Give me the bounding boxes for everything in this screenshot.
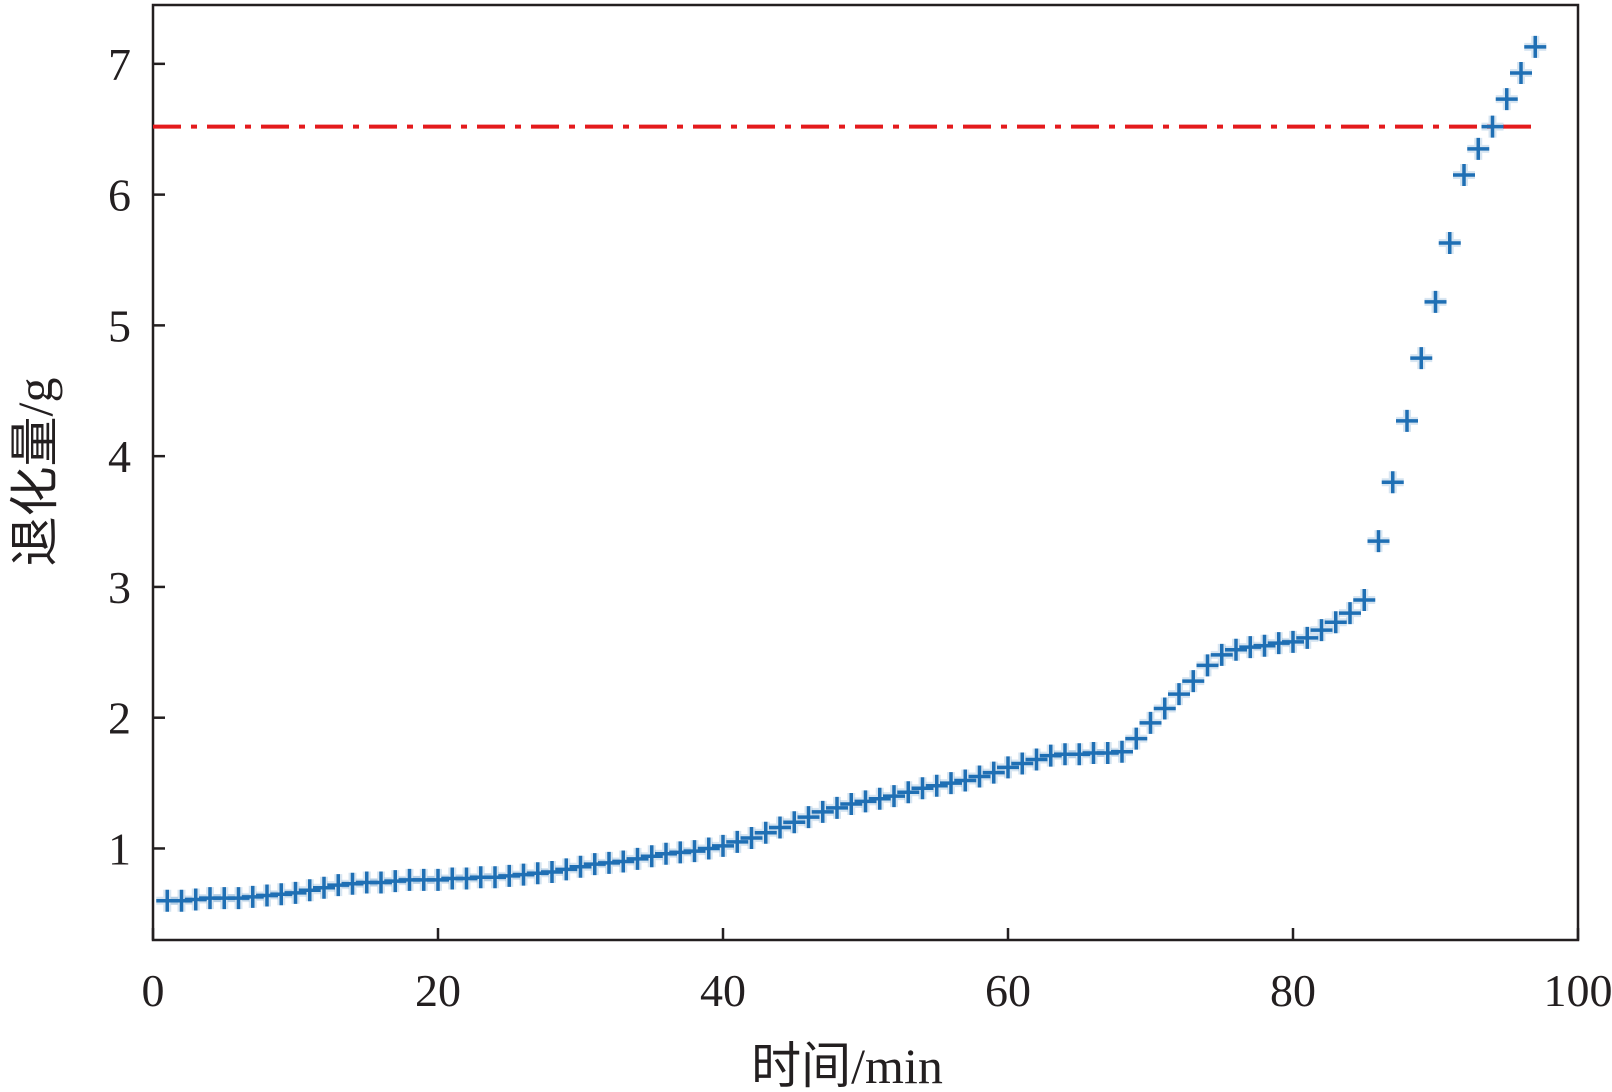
data-point — [1367, 530, 1390, 553]
x-tick-label: 0 — [142, 965, 165, 1016]
data-point — [569, 855, 592, 878]
data-point — [640, 845, 663, 868]
y-axis-title: 退化量/g — [7, 378, 63, 567]
data-point — [1210, 643, 1233, 666]
data-point — [911, 777, 934, 800]
data-point — [1524, 35, 1547, 58]
x-tick-label: 100 — [1544, 965, 1612, 1016]
data-point — [997, 756, 1019, 779]
data-point — [712, 834, 734, 857]
data-point — [954, 769, 977, 792]
data-point — [925, 774, 948, 797]
data-point — [1339, 602, 1361, 625]
data-point — [1253, 634, 1276, 657]
data-point — [1424, 290, 1447, 313]
data-point — [1182, 670, 1205, 693]
data-point — [1467, 137, 1490, 160]
data-point — [1111, 740, 1133, 763]
data-point — [313, 876, 335, 899]
data-point — [612, 850, 635, 873]
data-point — [754, 821, 777, 844]
data-point — [982, 761, 1005, 784]
data-point — [683, 840, 706, 863]
data-point — [298, 879, 321, 902]
data-point — [697, 837, 720, 860]
y-tick-label: 7 — [108, 39, 131, 90]
data-point — [1196, 654, 1219, 677]
data-point — [1510, 62, 1532, 84]
data-point — [797, 806, 820, 829]
data-point — [1168, 683, 1190, 706]
data-point — [1011, 752, 1034, 775]
x-tick-label: 60 — [985, 965, 1031, 1016]
data-point — [555, 858, 578, 881]
data-point — [284, 881, 307, 904]
data-point — [811, 800, 834, 823]
data-point — [840, 793, 863, 815]
y-tick-label: 2 — [108, 693, 131, 744]
data-point — [1125, 727, 1148, 750]
data-point — [940, 772, 962, 795]
x-tick-labels: 0 20 40 60 80 100 — [142, 965, 1612, 1016]
data-point — [883, 785, 905, 808]
data-point — [1282, 630, 1304, 653]
data-point — [1353, 589, 1376, 611]
data-point — [1453, 164, 1475, 186]
data-point — [726, 830, 749, 853]
data-point — [1410, 347, 1433, 370]
y-tick-label: 1 — [108, 823, 131, 874]
data-point — [626, 847, 649, 870]
data-point — [826, 796, 848, 819]
data-point — [1381, 471, 1404, 494]
data-point — [868, 787, 891, 810]
data-point — [740, 827, 763, 849]
y-tick-label: 5 — [108, 300, 131, 351]
data-point — [541, 861, 563, 883]
y-tick-labels: 1 2 3 4 5 6 7 — [108, 39, 131, 875]
data-point — [1310, 619, 1333, 642]
x-tick-label: 80 — [1270, 965, 1316, 1016]
y-tick-label: 4 — [108, 431, 131, 482]
data-point — [1296, 626, 1319, 649]
data-point — [854, 790, 877, 813]
plot-frame — [151, 3, 1580, 942]
x-axis-title: 时间/min — [751, 1038, 943, 1092]
data-point — [783, 811, 806, 834]
axis-ticks — [151, 62, 1580, 940]
x-tick-label: 20 — [415, 965, 461, 1016]
data-points — [156, 35, 1547, 912]
data-point — [1495, 88, 1518, 111]
data-point — [897, 781, 920, 804]
y-tick-label: 6 — [108, 170, 131, 221]
data-point — [769, 816, 791, 839]
data-point — [1025, 748, 1048, 771]
data-point — [1481, 115, 1504, 138]
y-tick-label: 3 — [108, 562, 131, 613]
data-point — [1396, 409, 1418, 432]
data-point — [1139, 711, 1162, 734]
data-point — [256, 884, 278, 907]
data-point — [1153, 697, 1176, 720]
x-tick-label: 40 — [700, 965, 746, 1016]
data-point — [1438, 232, 1461, 254]
data-point — [1225, 638, 1247, 661]
data-point — [1324, 611, 1347, 634]
data-point — [968, 765, 991, 788]
